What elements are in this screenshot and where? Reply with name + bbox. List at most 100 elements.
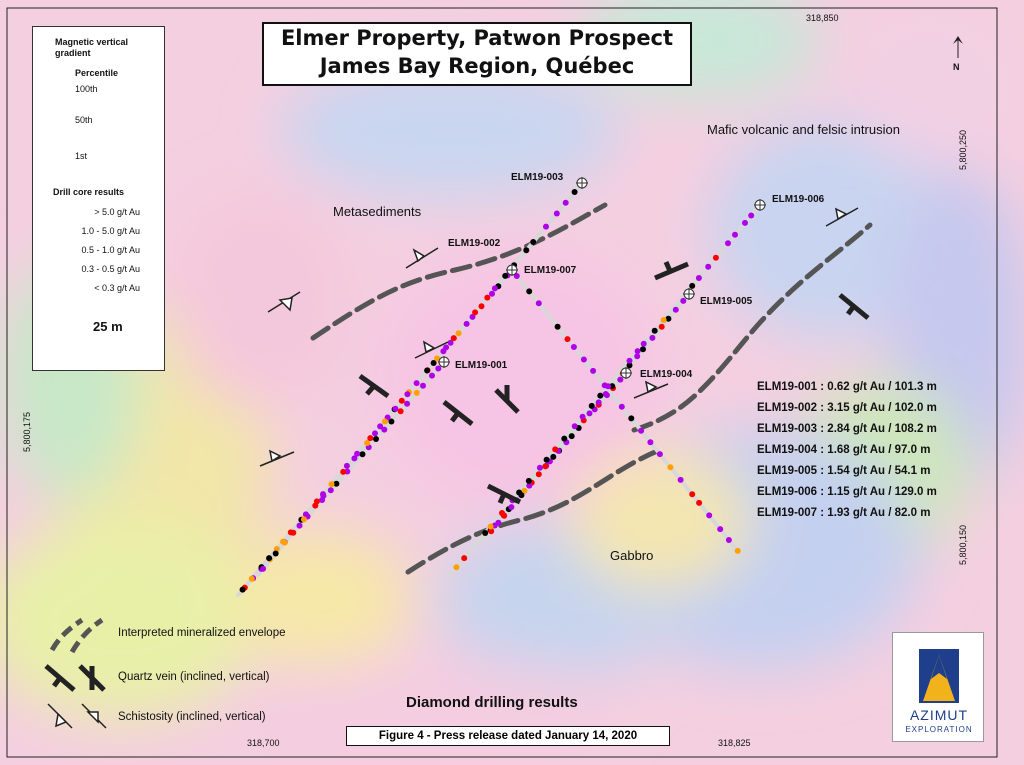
assay-dot bbox=[502, 272, 509, 279]
assay-dot bbox=[312, 502, 319, 509]
assay-dot bbox=[260, 565, 267, 572]
assay-dot bbox=[281, 539, 288, 546]
assay-dot bbox=[487, 523, 494, 530]
assay-dot bbox=[680, 297, 687, 304]
assay-dot bbox=[450, 335, 457, 342]
assay-dot bbox=[469, 313, 476, 320]
assay-dot bbox=[543, 456, 550, 463]
legend-schistosity-label: Schistosity (inclined, vertical) bbox=[118, 711, 266, 723]
assay-dot bbox=[404, 400, 411, 407]
assay-dot bbox=[554, 323, 561, 330]
assay-dot bbox=[463, 320, 470, 327]
assay-dot bbox=[696, 499, 703, 506]
assay-dot bbox=[300, 516, 307, 523]
assay-dot bbox=[561, 435, 568, 442]
assay-dot bbox=[296, 522, 303, 529]
assay-dot bbox=[601, 382, 608, 389]
collar-elm19-006 bbox=[754, 199, 766, 211]
assay-dot bbox=[586, 410, 593, 417]
legend-class-1: > 5.0 g/t Au bbox=[94, 207, 140, 217]
assay-dot bbox=[343, 462, 350, 469]
assay-dot bbox=[732, 231, 738, 238]
legend-quartz-label: Quartz vein (inclined, vertical) bbox=[118, 671, 270, 683]
assay-dot bbox=[420, 382, 426, 389]
assay-dot bbox=[717, 526, 724, 533]
assay-dot bbox=[590, 367, 597, 374]
map-legend: Magnetic vertical gradient Percentile 10… bbox=[32, 26, 165, 371]
assay-dot bbox=[333, 480, 340, 487]
schistosity-inclined bbox=[633, 380, 669, 399]
assay-dot bbox=[570, 344, 577, 350]
map-title-line2: James Bay Region, Québec bbox=[319, 54, 635, 78]
legend-percentile-label: Percentile bbox=[75, 68, 119, 78]
map-title-line1: Elmer Property, Patwon Prospect bbox=[280, 26, 674, 50]
drill-results-list: ELM19-001 : 0.62 g/t Au / 101.3 m ELM19-… bbox=[757, 377, 977, 524]
north-label: N bbox=[953, 62, 960, 72]
quartz-vein bbox=[442, 400, 474, 426]
assay-dot bbox=[638, 427, 645, 434]
assay-dot bbox=[568, 433, 575, 440]
assay-dot bbox=[672, 306, 679, 313]
assay-dot bbox=[453, 564, 460, 571]
assay-dot bbox=[424, 367, 431, 374]
assay-dot bbox=[651, 327, 658, 334]
assay-dot bbox=[734, 547, 741, 554]
assay-dot bbox=[398, 397, 405, 404]
collars bbox=[438, 177, 766, 379]
assay-dot bbox=[272, 550, 279, 557]
legend-envelope-label: Interpreted mineralized envelope bbox=[118, 627, 286, 639]
assay-dot bbox=[367, 435, 374, 442]
assay-dot bbox=[499, 510, 505, 516]
assay-dot bbox=[381, 418, 388, 425]
legend-class-2: 1.0 - 5.0 g/t Au bbox=[81, 226, 140, 236]
assay-dot bbox=[429, 372, 435, 379]
result-row: ELM19-005 : 1.54 g/t Au / 54.1 m bbox=[757, 465, 931, 477]
coord-right-northing-top: 5,800,250 bbox=[958, 129, 968, 170]
assay-dot bbox=[461, 555, 468, 562]
assay-dot bbox=[689, 282, 696, 289]
assay-dot bbox=[658, 323, 665, 330]
assay-dot bbox=[706, 512, 713, 519]
assay-dot bbox=[628, 415, 635, 422]
assay-dot bbox=[571, 189, 578, 195]
assay-dot bbox=[392, 405, 399, 412]
assay-dot bbox=[397, 408, 404, 415]
schistosity-inclined bbox=[825, 207, 859, 227]
assay-dot bbox=[239, 586, 246, 593]
assay-dot bbox=[287, 529, 294, 536]
mineralized-envelopes bbox=[310, 202, 873, 575]
assay-dot bbox=[435, 365, 442, 372]
drill-label-elm19-001: ELM19-001 bbox=[455, 360, 508, 371]
legend-quartz-symbol bbox=[44, 664, 106, 692]
legend-pct-mid: 50th bbox=[75, 115, 93, 125]
assay-dot bbox=[526, 288, 533, 295]
assay-dot bbox=[695, 275, 702, 281]
assay-dot bbox=[535, 300, 542, 307]
assay-dot bbox=[491, 285, 498, 292]
assay-dot bbox=[388, 418, 395, 425]
assay-dot bbox=[640, 346, 646, 353]
drill-label-elm19-004: ELM19-004 bbox=[640, 369, 693, 380]
assay-dot bbox=[447, 339, 454, 346]
figure-caption: Figure 4 - Press release dated January 1… bbox=[346, 726, 670, 746]
envelope-north bbox=[310, 202, 608, 341]
collar-elm19-007 bbox=[506, 264, 518, 276]
coord-left-northing: 5,800,175 bbox=[22, 411, 32, 452]
assay-dot bbox=[434, 355, 441, 362]
assay-dot bbox=[340, 468, 347, 475]
drill-label-elm19-007: ELM19-007 bbox=[524, 265, 577, 276]
assay-dot bbox=[484, 294, 491, 301]
assay-dot bbox=[320, 492, 327, 499]
assay-dot bbox=[677, 476, 684, 483]
assay-dot bbox=[552, 446, 559, 453]
coord-right-northing-bottom: 5,800,150 bbox=[958, 524, 968, 565]
assay-dot bbox=[302, 511, 309, 518]
assay-dot bbox=[656, 451, 663, 458]
assay-dot bbox=[482, 530, 489, 536]
assay-dot bbox=[521, 487, 528, 494]
assay-dot bbox=[626, 357, 633, 364]
legend-mag-title-1: Magnetic vertical bbox=[55, 37, 129, 47]
logo-name: AZIMUT bbox=[909, 707, 969, 723]
assay-dot bbox=[571, 423, 578, 430]
assay-dot bbox=[617, 376, 624, 383]
